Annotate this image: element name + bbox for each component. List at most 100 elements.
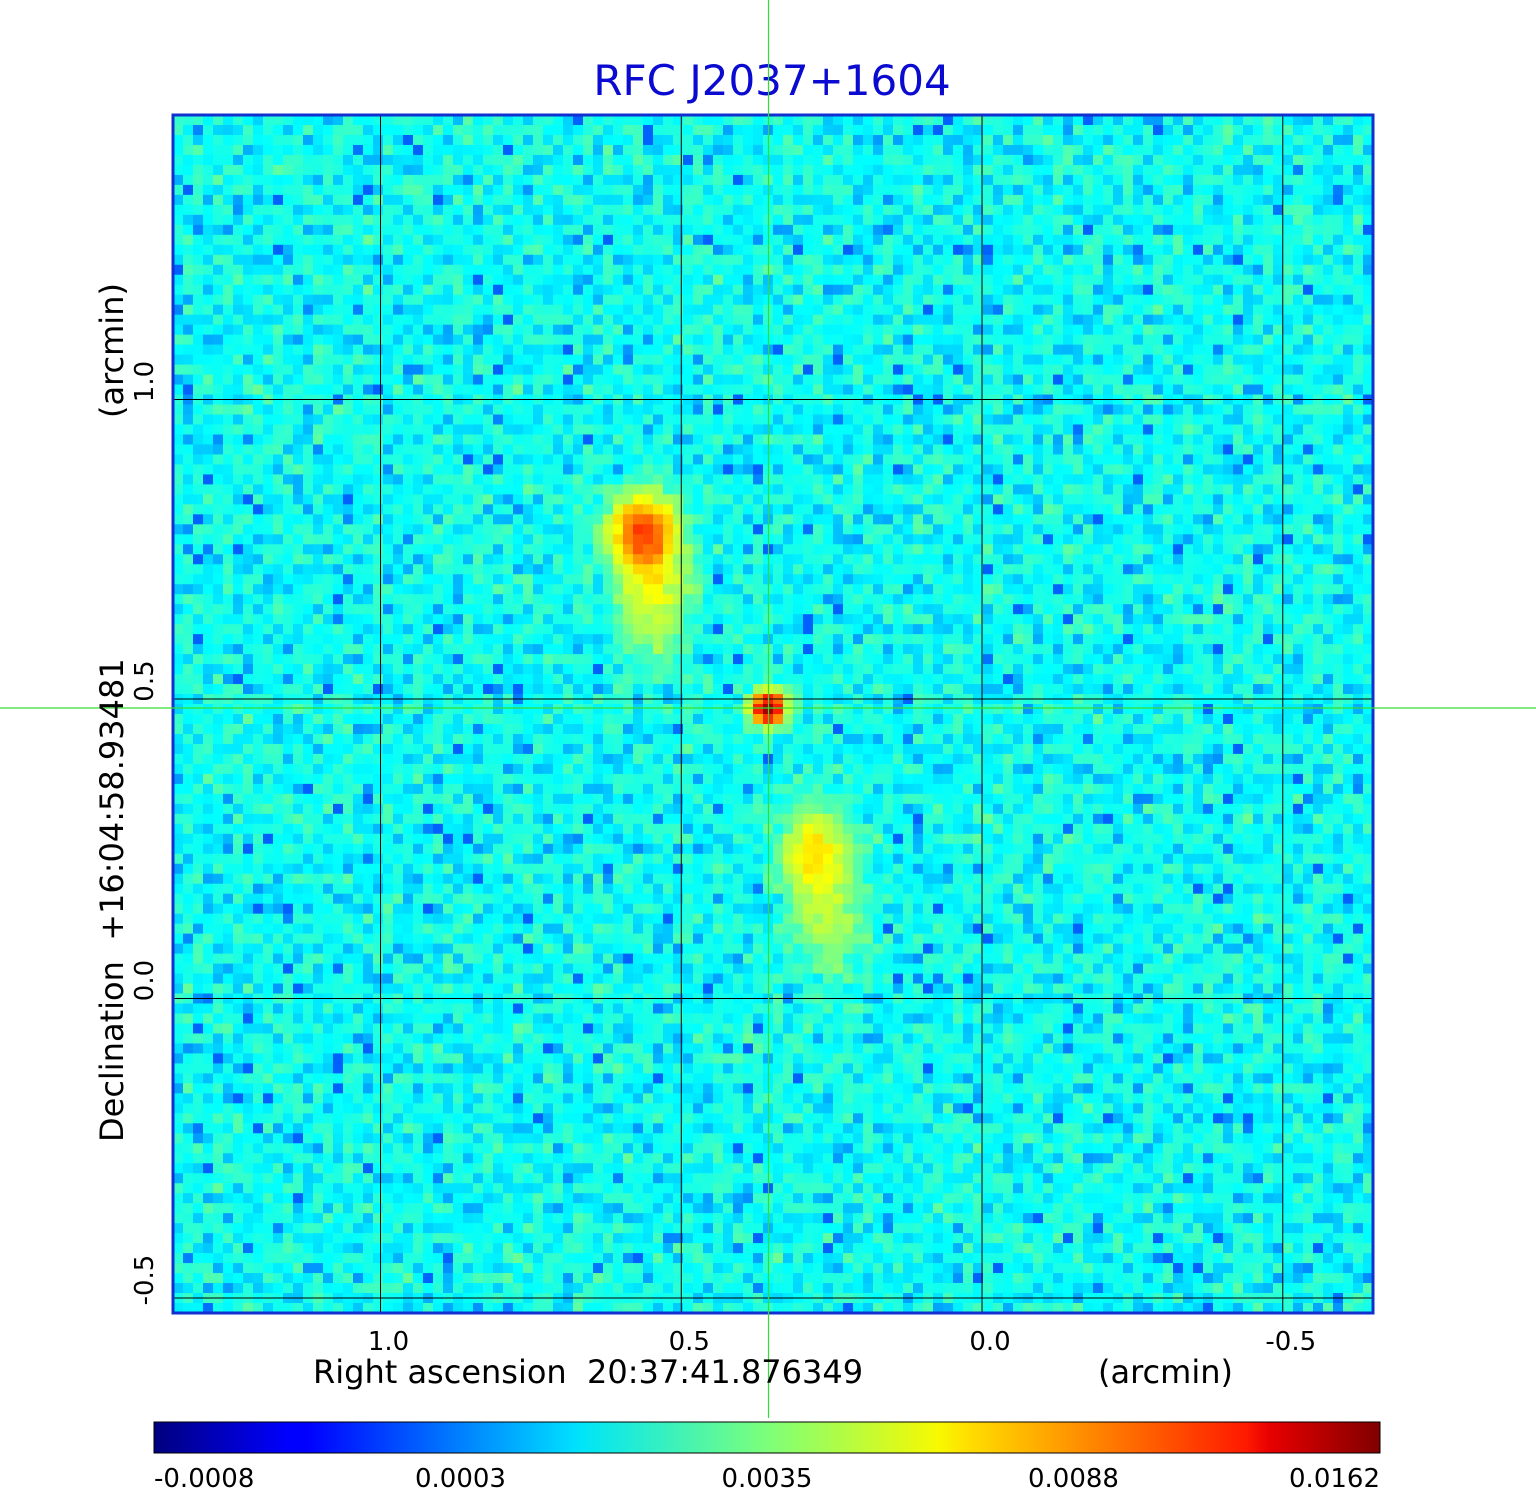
map-pixel [1053,164,1064,176]
map-pixel [613,194,624,206]
map-pixel [883,364,894,376]
map-pixel [373,314,384,326]
map-pixel [1043,174,1054,186]
map-pixel [863,504,874,515]
map-pixel [1193,164,1204,176]
map-pixel [493,174,504,186]
map-pixel [623,214,634,226]
map-pixel [413,164,424,176]
map-pixel [403,464,414,475]
map-pixel [783,354,794,366]
map-pixel [723,144,734,156]
map-pixel [683,244,694,256]
map-pixel [1133,174,1144,186]
map-pixel [1253,304,1264,316]
map-pixel [453,484,464,495]
map-pixel [1183,274,1194,286]
map-pixel [503,434,514,446]
map-pixel [393,444,404,456]
map-pixel [1263,324,1274,336]
map-pixel [673,504,684,515]
map-pixel [1343,274,1354,286]
map-pixel [313,164,324,176]
map-pixel [333,304,344,316]
map-pixel [1173,144,1184,156]
map-pixel [1033,374,1044,386]
map-pixel [1153,454,1164,466]
map-pixel [993,254,1004,266]
map-pixel [523,374,534,386]
map-pixel [543,424,554,436]
map-pixel [503,144,514,156]
map-pixel [443,414,454,426]
map-pixel [1103,234,1114,246]
map-pixel [1033,354,1044,366]
map-pixel [683,234,694,246]
map-pixel [583,214,594,226]
map-pixel [233,194,244,206]
map-pixel [1123,314,1134,326]
map-pixel [1263,134,1274,146]
map-pixel [723,444,734,456]
map-pixel [493,224,504,236]
map-pixel [883,194,894,206]
map-pixel [713,234,724,246]
map-pixel [413,124,424,136]
map-pixel [493,244,504,256]
map-pixel [1143,134,1154,146]
map-pixel [193,454,204,466]
map-pixel [1103,254,1114,266]
map-pixel [643,164,654,176]
map-pixel [273,134,284,146]
map-pixel [1343,324,1354,336]
map-pixel [513,194,524,206]
map-pixel [1153,484,1164,495]
map-pixel [283,324,294,336]
map-pixel [1223,174,1234,186]
map-pixel [283,164,294,176]
map-pixel [713,304,724,316]
map-pixel [603,144,614,156]
map-pixel [883,314,894,326]
map-pixel [303,204,314,216]
map-pixel [313,314,324,326]
map-pixel [473,484,484,495]
map-pixel [573,444,584,456]
map-pixel [1063,264,1074,276]
map-pixel [1193,244,1204,256]
map-pixel [633,164,644,176]
map-pixel [483,174,494,186]
map-pixel [893,474,904,485]
map-pixel [633,334,644,346]
map-pixel [843,115,854,126]
map-pixel [723,484,734,495]
map-pixel [943,204,954,216]
map-pixel [1043,164,1054,176]
map-pixel [1103,464,1114,475]
map-pixel [513,324,524,336]
map-pixel [873,374,884,386]
map-pixel [1323,354,1334,366]
map-pixel [233,164,244,176]
map-pixel [853,374,864,386]
map-pixel [373,284,384,296]
map-pixel [873,264,884,276]
map-pixel [903,364,914,376]
map-pixel [543,184,554,196]
map-pixel [1343,214,1354,226]
map-pixel [1093,334,1104,346]
map-pixel [1123,374,1134,386]
map-pixel [533,124,544,136]
map-pixel [1163,374,1174,386]
map-pixel [193,414,204,426]
map-pixel [1083,264,1094,276]
map-pixel [1323,294,1334,306]
map-pixel [233,224,244,236]
map-pixel [713,514,724,525]
map-pixel [1223,154,1234,166]
map-pixel [673,164,684,176]
map-pixel [1113,314,1124,326]
map-pixel [1303,414,1314,426]
map-pixel [733,204,744,216]
